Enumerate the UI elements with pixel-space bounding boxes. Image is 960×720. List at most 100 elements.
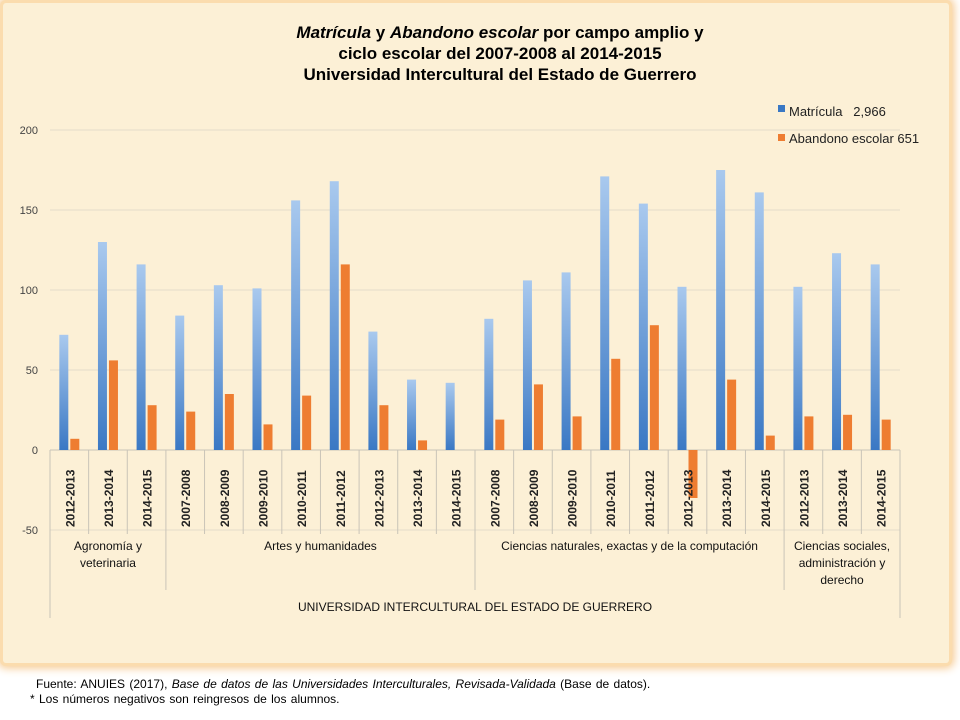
source-note: Fuente: ANUIES (2017), Base de datos de … — [36, 677, 650, 691]
x-tick-label: 2013-2014 — [411, 469, 425, 527]
legend: Matrícula 2,966 Abandono escolar 651 — [778, 104, 919, 146]
x-tick-label: 2013-2014 — [102, 469, 116, 527]
x-axis: 2012-2013 2013-2014 2014-2015 2007-2008 2008… — [49, 450, 901, 618]
bar-abandono — [843, 414, 853, 450]
bar-matricula — [793, 286, 803, 450]
bar-abandono — [649, 325, 659, 450]
legend-label-abandono: Abandono escolar 651 — [789, 131, 919, 146]
bar-matricula — [754, 192, 764, 450]
bar-matricula — [638, 203, 648, 450]
bar-matricula — [291, 200, 301, 450]
bar-matricula — [832, 253, 842, 450]
chart-title: Matrícula y Abandono escolar por campo a… — [120, 22, 880, 85]
negative-values-note: * Los números negativos son reingresos d… — [30, 692, 340, 706]
source-suffix: (Base de datos). — [555, 677, 651, 691]
x-tick-label: 2012-2013 — [682, 469, 696, 527]
bar-matricula — [522, 280, 532, 450]
bar-abandono — [70, 438, 80, 450]
y-tick-label: 150 — [20, 205, 38, 217]
y-axis-ticks: -50 0 50 100 150 200 — [20, 125, 38, 537]
chart-frame — [3, 3, 949, 663]
x-tick-label: 2008-2009 — [527, 469, 541, 527]
bar-matricula — [136, 264, 146, 450]
bar-abandono — [379, 405, 389, 450]
group-label: Agronomía y — [74, 539, 142, 553]
x-tick-label: 2014-2015 — [141, 469, 155, 527]
bar-abandono — [727, 379, 737, 450]
bar-abandono — [688, 450, 698, 498]
bar-matricula — [600, 176, 610, 450]
bar-matricula — [677, 286, 687, 450]
group-label: administración y — [799, 556, 886, 570]
x-tick-label: 2007-2008 — [488, 469, 502, 527]
group-label: Ciencias naturales, exactas y de la comp… — [501, 539, 758, 553]
x-axis-label: UNIVERSIDAD INTERCULTURAL DEL ESTADO DE … — [298, 600, 652, 614]
bar-matricula — [561, 272, 571, 450]
bars — [59, 170, 891, 498]
x-tick-label: 2014-2015 — [875, 469, 889, 527]
bar-matricula — [97, 242, 107, 450]
source-title: Base de datos de las Universidades Inter… — [171, 677, 556, 691]
title-line-3: Universidad Intercultural del Estado de … — [303, 65, 697, 84]
x-tick-label: 2011-2012 — [334, 470, 348, 527]
bar-abandono — [804, 416, 814, 450]
legend-swatch-matricula — [778, 105, 785, 112]
bar-abandono — [302, 395, 312, 450]
bar-matricula — [445, 382, 455, 450]
x-tick-label: 2013-2014 — [836, 469, 850, 527]
group-label: veterinaria — [80, 556, 136, 570]
bar-abandono — [533, 384, 543, 450]
bar-abandono — [611, 358, 621, 450]
x-tick-label: 2007-2008 — [179, 469, 193, 527]
bar-matricula — [368, 331, 378, 450]
x-tick-label: 2008-2009 — [218, 469, 232, 527]
bar-matricula — [175, 315, 185, 450]
bar-matricula — [213, 285, 223, 450]
bar-matricula — [252, 288, 262, 450]
y-tick-label: 200 — [20, 125, 38, 137]
x-tick-label: 2014-2015 — [450, 469, 464, 527]
x-tick-label: 2012-2013 — [372, 469, 386, 527]
bar-abandono — [765, 435, 775, 450]
bar-abandono — [495, 419, 505, 450]
bar-matricula — [407, 379, 417, 450]
bar-abandono — [186, 411, 196, 450]
x-tick-label: 2010-2011 — [295, 470, 309, 527]
group-label: Ciencias sociales, — [794, 539, 890, 553]
x-tick-label: 2012-2013 — [797, 469, 811, 527]
bar-abandono — [881, 419, 891, 450]
bar-abandono — [224, 394, 234, 450]
y-tick-label: 50 — [26, 365, 38, 377]
bar-matricula — [716, 170, 726, 450]
title-line-2: ciclo escolar del 2007-2008 al 2014-2015 — [338, 44, 662, 63]
x-tick-label: 2009-2010 — [257, 469, 271, 527]
y-tick-label: 0 — [32, 445, 38, 457]
bar-abandono — [340, 264, 350, 450]
legend-label-matricula: Matrícula 2,966 — [789, 104, 886, 119]
group-label: Artes y humanidades — [264, 539, 377, 553]
bar-matricula — [870, 264, 880, 450]
bar-matricula — [329, 181, 339, 450]
legend-swatch-abandono — [778, 134, 785, 141]
bar-abandono — [147, 405, 157, 450]
x-tick-label: 2012-2013 — [63, 469, 77, 527]
bar-matricula — [484, 318, 494, 450]
x-tick-label: 2010-2011 — [604, 470, 618, 527]
bar-abandono — [263, 424, 273, 450]
bar-abandono — [572, 416, 582, 450]
bar-matricula — [59, 334, 69, 450]
title-rest: por campo amplio y — [538, 23, 704, 42]
title-matricula: Matrícula — [296, 23, 372, 42]
title-abandono: Abandono escolar — [389, 23, 539, 42]
title-y: y — [371, 23, 390, 42]
bar-abandono — [418, 440, 428, 450]
bar-abandono — [108, 360, 118, 450]
x-tick-label: 2014-2015 — [759, 469, 773, 527]
x-tick-label: 2011-2012 — [643, 470, 657, 527]
source-prefix: Fuente: ANUIES (2017), — [36, 677, 172, 691]
group-label: derecho — [820, 573, 864, 587]
y-tick-label: 100 — [20, 285, 38, 297]
x-tick-label: 2013-2014 — [720, 469, 734, 527]
y-tick-label: -50 — [22, 525, 38, 537]
